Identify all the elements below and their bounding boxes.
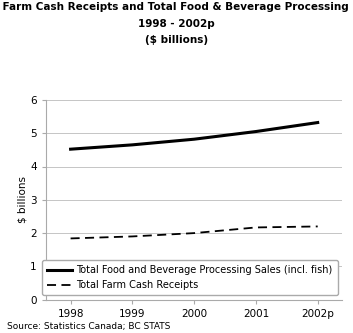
Total Farm Cash Receipts xyxy=(68,236,73,240)
Line: Total Farm Cash Receipts: Total Farm Cash Receipts xyxy=(71,226,318,238)
Total Farm Cash Receipts xyxy=(254,225,258,229)
Text: Total Farm Cash Receipts and Total Food & Beverage Processing Sales: Total Farm Cash Receipts and Total Food … xyxy=(0,2,353,12)
Total Food and Beverage Processing Sales (incl. fish) xyxy=(316,121,320,125)
Text: Source: Statistics Canada; BC STATS: Source: Statistics Canada; BC STATS xyxy=(7,322,170,331)
Text: ($ billions): ($ billions) xyxy=(145,35,208,45)
Total Farm Cash Receipts xyxy=(316,224,320,228)
Text: 1998 - 2002p: 1998 - 2002p xyxy=(138,19,215,29)
Line: Total Food and Beverage Processing Sales (incl. fish): Total Food and Beverage Processing Sales… xyxy=(71,123,318,149)
Total Food and Beverage Processing Sales (incl. fish) xyxy=(254,130,258,134)
Total Farm Cash Receipts xyxy=(130,234,134,238)
Y-axis label: $ billions: $ billions xyxy=(17,176,28,223)
Total Farm Cash Receipts xyxy=(192,231,196,235)
Total Food and Beverage Processing Sales (incl. fish) xyxy=(192,137,196,141)
Total Food and Beverage Processing Sales (incl. fish) xyxy=(130,143,134,147)
Legend: Total Food and Beverage Processing Sales (incl. fish), Total Farm Cash Receipts: Total Food and Beverage Processing Sales… xyxy=(42,260,337,295)
Total Food and Beverage Processing Sales (incl. fish) xyxy=(68,147,73,151)
